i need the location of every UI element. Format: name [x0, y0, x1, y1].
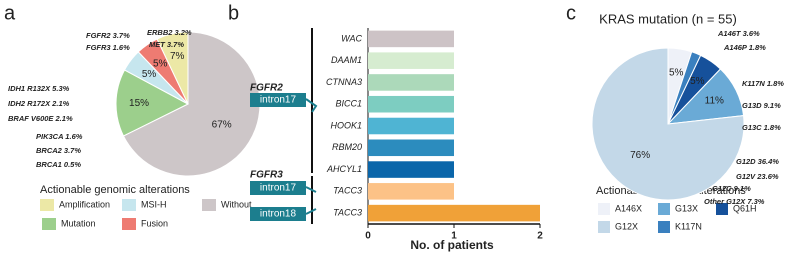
legend-label: G12X: [615, 221, 638, 231]
legend-title: Actionable genomic alterations: [40, 184, 190, 196]
annotation: IDH1 R132X 5.3%: [8, 84, 70, 93]
panel-label: a: [4, 2, 16, 24]
y-tick-label: DAAM1: [331, 55, 362, 65]
data-label: 5%: [142, 69, 157, 80]
annotation: Other G12X 7.3%: [704, 197, 765, 206]
annotation: G12D 36.4%: [736, 157, 779, 166]
x-tick-label: 1: [451, 231, 457, 242]
legend-swatch: [40, 199, 54, 211]
legend-swatch: [122, 199, 136, 211]
legend-swatch: [598, 203, 610, 215]
bar: [368, 52, 454, 69]
group-label: intron17: [260, 95, 297, 106]
y-tick-label: BICC1: [335, 99, 362, 109]
data-label: 5%: [153, 58, 168, 69]
bar: [368, 117, 454, 135]
annotation: BRCA2 3.7%: [36, 146, 81, 155]
annotation: G13D 9.1%: [742, 101, 781, 110]
annotation: A146P 1.8%: [723, 43, 766, 52]
data-label: 67%: [212, 120, 232, 131]
legend-swatch: [598, 221, 610, 233]
chart-title: KRAS mutation (n = 55): [599, 11, 737, 26]
group-label: intron18: [260, 209, 297, 220]
pie-slice: [122, 31, 261, 177]
annotation: G12V 23.6%: [736, 172, 779, 181]
data-label: 15%: [129, 98, 149, 109]
y-tick-label: CTNNA3: [326, 77, 362, 87]
x-tick-label: 2: [537, 231, 543, 242]
annotation: G12C 9.1%: [712, 184, 751, 193]
bar: [368, 95, 454, 113]
legend-label: MSI-H: [141, 199, 167, 209]
bar: [368, 74, 454, 91]
legend-swatch: [202, 199, 216, 211]
annotation: K117N 1.8%: [742, 79, 784, 88]
legend-swatch: [658, 203, 670, 215]
legend-label: Without: [221, 199, 252, 209]
bar: [368, 139, 454, 157]
panel-label: c: [566, 2, 576, 24]
y-tick-label: WAC: [341, 33, 362, 43]
bar: [368, 30, 454, 48]
y-tick-label: TACC3: [333, 207, 362, 217]
bar: [368, 183, 454, 200]
group-label: intron17: [260, 183, 297, 194]
annotation: PIK3CA 1.6%: [36, 132, 83, 141]
annotation: BRAF V600E 2.1%: [8, 114, 73, 123]
annotation: BRCA1 0.5%: [36, 160, 81, 169]
legend-label: Fusion: [141, 218, 168, 228]
x-tick-label: 0: [365, 231, 371, 242]
connector: [305, 186, 317, 215]
legend-swatch: [122, 218, 136, 230]
annotation: FGFR3 1.6%: [86, 43, 130, 52]
pie-slice: [115, 69, 190, 137]
legend-label: Q61H: [733, 203, 757, 213]
legend-label: A146X: [615, 203, 642, 213]
x-axis-label: No. of patients: [410, 238, 494, 252]
panel-label: b: [228, 2, 239, 24]
annotation: G13C 1.8%: [742, 123, 781, 132]
y-tick-label: HOOK1: [330, 120, 362, 130]
legend-swatch: [42, 218, 56, 230]
legend-label: Mutation: [61, 218, 96, 228]
group-gene: FGFR3: [250, 170, 283, 181]
legend-swatch: [658, 221, 670, 233]
annotation: IDH2 R172X 2.1%: [8, 99, 70, 108]
bar: [368, 204, 540, 222]
y-tick-label: AHCYL1: [326, 164, 362, 174]
legend-label: G13X: [675, 203, 698, 213]
data-label: 5%: [690, 76, 705, 87]
connector: [305, 98, 318, 113]
pie-slice: [156, 31, 189, 105]
legend-swatch: [716, 203, 728, 215]
legend-label: Amplification: [59, 199, 110, 209]
y-tick-label: TACC3: [333, 186, 362, 196]
bar: [368, 161, 454, 178]
group-box: [250, 207, 306, 221]
group-box: [250, 181, 306, 195]
group-gene: FGFR2: [250, 83, 283, 94]
pie-slice: [591, 47, 745, 201]
group-box: [250, 93, 306, 107]
data-label: 76%: [630, 150, 650, 161]
annotation: ERBB2 3.2%: [147, 28, 192, 37]
annotation: FGFR2 3.7%: [86, 31, 130, 40]
annotation: A146T 3.6%: [717, 29, 760, 38]
data-label: 5%: [669, 68, 684, 79]
data-label: 7%: [170, 51, 185, 62]
data-label: 11%: [705, 96, 724, 107]
y-tick-label: RBM20: [332, 142, 362, 152]
annotation: MET 3.7%: [149, 40, 184, 49]
legend-label: K117N: [675, 221, 702, 231]
